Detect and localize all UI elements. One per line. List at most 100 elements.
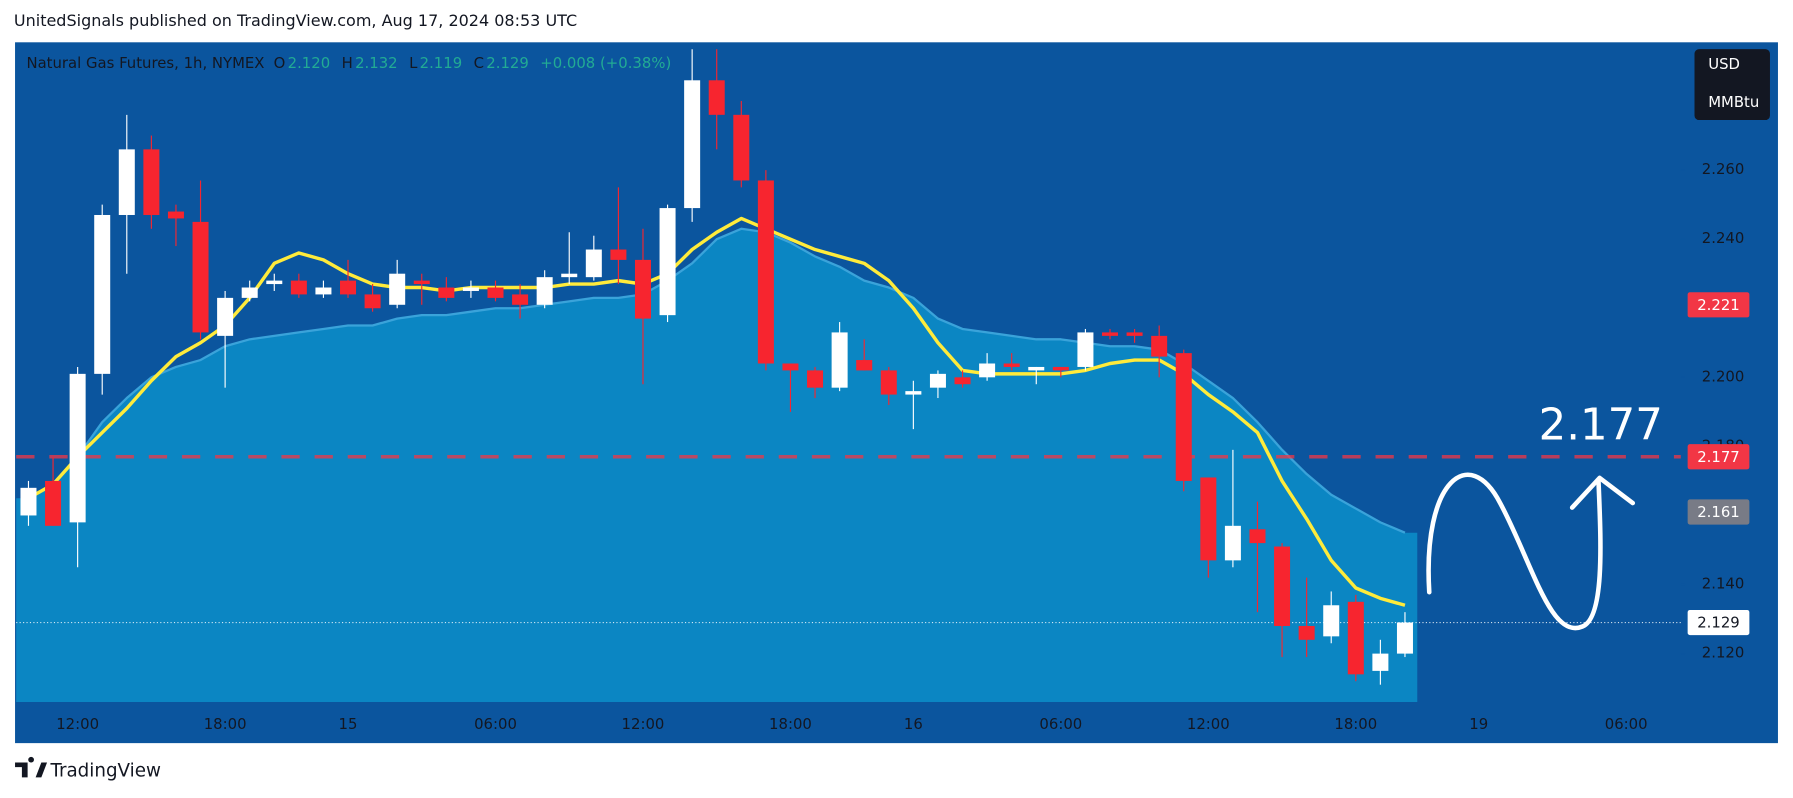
x-tick-label: 12:00: [56, 715, 99, 733]
legend-text: O: [274, 54, 286, 72]
y-tick-label: 2.260: [1702, 160, 1745, 178]
candle-body: [1151, 335, 1168, 357]
candle-layer: [20, 49, 1413, 685]
candle-body: [831, 332, 848, 388]
candle-body: [20, 487, 37, 516]
candle-body: [118, 149, 135, 215]
price-badge: [1687, 499, 1750, 525]
legend-text: C: [474, 54, 484, 72]
candle-body: [1323, 605, 1340, 637]
fill-layer: [16, 228, 1418, 702]
candle-body: [389, 273, 406, 305]
candle-body: [880, 370, 897, 395]
price-badge-label: 2.221: [1697, 296, 1740, 314]
candle-body: [1200, 477, 1217, 561]
candle-body: [1102, 332, 1119, 336]
candle-body: [757, 180, 774, 364]
legend-text: 2.129: [486, 54, 529, 72]
candle-body: [807, 370, 824, 388]
legend-text: 2.132: [355, 54, 398, 72]
level-annotation: 2.177: [1539, 401, 1663, 451]
currency: USD: [1708, 55, 1740, 73]
candle-body: [954, 377, 971, 385]
candle-body: [1274, 546, 1291, 626]
x-tick-label: 12:00: [1187, 715, 1230, 733]
candle-body: [462, 287, 479, 291]
candle-body: [512, 294, 529, 305]
x-tick-label: 12:00: [622, 715, 665, 733]
y-tick-label: 2.240: [1702, 229, 1745, 247]
ma-area: [16, 228, 1418, 702]
candle-body: [1372, 653, 1389, 671]
candle-body: [290, 280, 307, 295]
candle-body: [929, 373, 946, 388]
candle-body: [1175, 353, 1192, 481]
publisher-header: UnitedSignals published on TradingView.c…: [14, 11, 577, 30]
candle-body: [45, 480, 62, 526]
legend-text: 2.119: [420, 54, 463, 72]
candle-body: [1347, 601, 1364, 675]
legend-text: Natural Gas Futures, 1h, NYMEX: [26, 54, 264, 72]
x-tick-label: 06:00: [1039, 715, 1082, 733]
x-tick-label: 06:00: [1605, 715, 1648, 733]
unit: MMBtu: [1708, 93, 1759, 111]
x-tick-label: 18:00: [769, 715, 812, 733]
candle-body: [634, 259, 651, 319]
legend-text: L: [409, 54, 418, 72]
candle-body: [782, 363, 799, 371]
candle-body: [733, 114, 750, 181]
candle-body: [487, 287, 504, 298]
drawn-arrowhead: [1569, 475, 1636, 510]
candle-body: [684, 80, 701, 209]
x-tick-label: 06:00: [474, 715, 517, 733]
candle-body: [1028, 366, 1045, 371]
candle-body: [536, 277, 553, 305]
legend-text: 2.120: [288, 54, 331, 72]
candle-body: [192, 221, 209, 333]
candle-body: [266, 280, 283, 285]
candle-body: [1224, 525, 1241, 561]
candle-body: [167, 211, 184, 219]
currency-box: [1694, 49, 1770, 121]
x-tick-label: 15: [339, 715, 358, 733]
candle-body: [94, 214, 111, 374]
price-badge: [1687, 292, 1750, 318]
candle-body: [1298, 625, 1315, 640]
y-tick-label: 2.120: [1702, 644, 1745, 662]
x-tick-label: 18:00: [204, 715, 247, 733]
price-badge: [1687, 444, 1750, 470]
y-tick-label: 2.140: [1702, 575, 1745, 593]
candle-body: [1249, 529, 1266, 544]
candle-body: [69, 373, 86, 523]
candle-body: [856, 360, 873, 371]
price-badge: [1687, 609, 1750, 636]
candle-body: [979, 363, 996, 378]
price-badge-label: 2.177: [1697, 448, 1740, 466]
price-badge-label: 2.161: [1697, 503, 1740, 521]
candle-body: [905, 391, 922, 395]
candle-body: [610, 249, 627, 260]
candle-body: [217, 297, 234, 336]
candle-body: [1126, 332, 1143, 336]
line-layer: [16, 216, 1681, 624]
legend-text: H: [342, 54, 353, 72]
candle-body: [1052, 366, 1069, 371]
footer-brand: TradingView: [49, 761, 161, 782]
price-badge-label: 2.129: [1697, 614, 1740, 632]
candle-body: [1077, 332, 1094, 367]
legend-text: +0.008 (+0.38%): [540, 54, 671, 72]
candle-body: [1396, 622, 1413, 654]
candle-body: [315, 287, 332, 295]
ma-line: [27, 216, 1406, 607]
y-tick-label: 2.200: [1702, 367, 1745, 385]
candle-body: [1003, 363, 1020, 367]
candle-body: [241, 287, 258, 298]
logo-mark: [15, 756, 48, 778]
candle-body: [413, 280, 430, 285]
x-tick-label: 18:00: [1334, 715, 1377, 733]
candle-body: [561, 273, 578, 278]
candle-body: [708, 80, 725, 115]
candle-body: [585, 249, 602, 278]
